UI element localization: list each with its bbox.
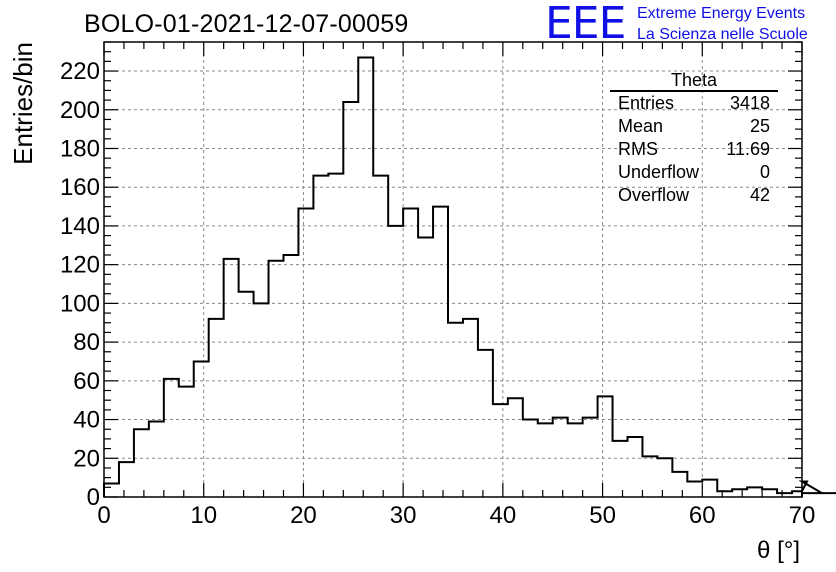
histogram-bin (418, 238, 433, 497)
histogram-bin (508, 398, 523, 497)
stat-label: Mean (618, 116, 664, 136)
y-tick-label: 0 (87, 484, 100, 511)
stats-title: Theta (610, 70, 778, 92)
histogram-bin (298, 209, 313, 497)
histogram-bin (687, 482, 702, 497)
x-tick-label: 20 (290, 502, 317, 529)
histogram-bin (538, 423, 553, 497)
histogram-bin (373, 176, 388, 497)
histogram-bin (493, 404, 508, 497)
x-tick-label: 70 (789, 502, 816, 529)
histogram-bin (358, 57, 373, 497)
histogram-bin (149, 421, 164, 497)
histogram-bin (747, 487, 762, 497)
histogram-bin (792, 491, 802, 497)
histogram-bin (164, 379, 179, 497)
logo-mark: EEE (545, 0, 626, 49)
x-tick-label: 60 (689, 502, 716, 529)
histogram-bin (328, 174, 343, 497)
histogram-bin (239, 292, 254, 497)
histogram-bin (568, 423, 583, 497)
histogram-bin (702, 480, 717, 497)
histogram-bin (628, 437, 643, 497)
histogram-series-theta (103, 56, 836, 497)
histogram-bin (343, 102, 358, 497)
histogram-bin (762, 489, 777, 497)
histogram-bin (179, 387, 194, 497)
histogram-bin (478, 350, 493, 497)
histogram-bin (598, 396, 613, 497)
histogram-bin (657, 458, 672, 497)
histogram-bin (209, 319, 224, 497)
x-tick-label: 40 (490, 502, 517, 529)
stat-row-rms: RMS 11.69 (610, 138, 778, 161)
y-tick-label: 100 (60, 290, 100, 317)
x-axis-label: θ [°] (757, 537, 800, 564)
stat-label: Underflow (618, 162, 700, 182)
stat-row-mean: Mean 25 (610, 115, 778, 138)
y-tick-label: 120 (60, 252, 100, 279)
histogram-bin (104, 483, 119, 497)
stat-label: Entries (618, 93, 675, 113)
y-axis-label: Entries/bin (8, 42, 38, 165)
histogram-bin (403, 209, 418, 497)
stat-row-overflow: Overflow 42 (610, 184, 778, 207)
stat-value: 0 (759, 162, 770, 182)
y-tick-label: 220 (60, 58, 100, 85)
histogram-bin (388, 226, 403, 497)
stat-label: Overflow (618, 185, 690, 205)
histogram-bin (269, 261, 284, 497)
histogram-bin (194, 361, 209, 497)
histogram-bin (463, 319, 478, 497)
histogram-bin (523, 420, 538, 497)
stat-value: 11.69 (726, 139, 770, 159)
chart-title: BOLO-01-2021-12-07-00059 (84, 10, 409, 38)
stats-box: Theta Entries 3418 Mean 25 RMS 11.69 Und… (610, 70, 778, 207)
histogram-bin (642, 456, 657, 497)
stat-row-entries: Entries 3418 (610, 92, 778, 115)
histogram-bin (717, 491, 732, 497)
y-tick-label: 80 (73, 329, 100, 356)
y-tick-label: 200 (60, 97, 100, 124)
histogram-bin (583, 418, 598, 497)
y-tick-label: 180 (60, 135, 100, 162)
eee-logo: EEE Extreme Energy Events La Scienza nel… (545, 2, 835, 46)
histogram-bin (119, 462, 134, 497)
histogram-bin (254, 303, 269, 497)
x-tick-label: 0 (97, 502, 110, 529)
stat-value: 42 (749, 185, 770, 205)
y-tick-label: 140 (60, 213, 100, 240)
x-tick-label: 30 (390, 502, 417, 529)
logo-line-2: La Scienza nelle Scuole (637, 26, 808, 43)
histogram-bin (224, 259, 239, 497)
y-tick-labels: 0 20 40 60 80 100 120 140 160 180 200 220 (60, 58, 100, 511)
stat-label: RMS (618, 139, 658, 159)
y-tick-label: 60 (73, 368, 100, 395)
histogram-bin (672, 472, 687, 497)
histogram-bin (433, 207, 448, 497)
histogram-bin (613, 441, 628, 497)
y-tick-label: 160 (60, 174, 100, 201)
histogram-bin (732, 489, 747, 497)
axis-ticks (103, 41, 803, 498)
histogram-bin (134, 429, 149, 497)
histogram-bin (313, 176, 328, 497)
x-tick-label: 10 (190, 502, 217, 529)
grid-lines (104, 42, 802, 497)
histogram-bin (448, 323, 463, 497)
histogram-bin (553, 418, 568, 497)
stat-row-underflow: Underflow 0 (610, 161, 778, 184)
logo-line-1: Extreme Energy Events (637, 5, 806, 22)
y-tick-label: 40 (73, 407, 100, 434)
stat-value: 3418 (729, 93, 770, 113)
y-tick-label: 20 (73, 445, 100, 472)
stat-value: 25 (749, 116, 770, 136)
histogram-bin (283, 255, 298, 497)
x-tick-labels: 0 10 20 30 40 50 60 70 (97, 502, 815, 529)
x-tick-label: 50 (589, 502, 616, 529)
plot-frame (103, 41, 803, 498)
